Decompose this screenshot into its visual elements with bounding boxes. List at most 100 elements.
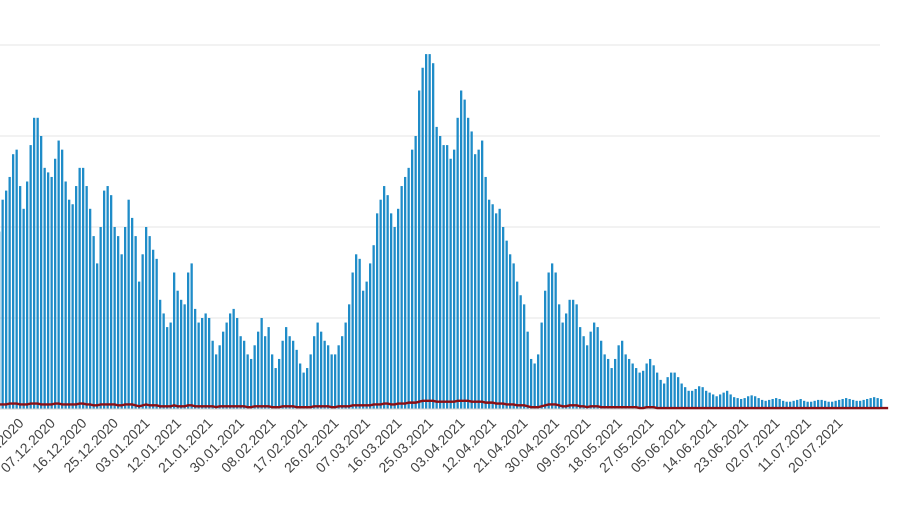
bar — [421, 67, 424, 409]
bar — [127, 199, 130, 409]
bar — [827, 401, 830, 409]
bar — [586, 345, 589, 409]
bar — [386, 195, 389, 409]
bar — [131, 217, 134, 409]
bar — [145, 227, 148, 409]
bar — [40, 136, 43, 409]
bar — [477, 149, 480, 409]
bar — [323, 340, 326, 409]
bar — [253, 345, 256, 409]
bar — [190, 263, 193, 409]
bar — [5, 190, 8, 409]
bar — [691, 390, 694, 409]
bar — [488, 199, 491, 409]
bar — [873, 397, 876, 409]
bar — [36, 117, 39, 410]
bar — [43, 167, 46, 409]
bar — [596, 327, 599, 409]
bar — [845, 398, 848, 409]
bar — [540, 322, 543, 409]
bar — [771, 398, 774, 409]
bar — [211, 340, 214, 409]
bar — [610, 368, 613, 409]
bar — [757, 398, 760, 409]
bar — [110, 195, 113, 409]
bar — [754, 396, 757, 409]
bar — [750, 395, 753, 409]
bar — [33, 117, 36, 410]
bar — [71, 204, 74, 409]
bar — [236, 318, 239, 409]
bar — [61, 149, 64, 409]
bar — [600, 340, 603, 409]
bar — [92, 236, 95, 409]
bar — [785, 401, 788, 409]
bar — [852, 399, 855, 409]
bar — [533, 363, 536, 409]
bar — [673, 372, 676, 409]
bar — [26, 181, 29, 409]
bar — [19, 186, 22, 409]
bar — [414, 136, 417, 409]
bar — [260, 318, 263, 409]
bar — [642, 370, 645, 409]
bar — [803, 400, 806, 409]
bar — [729, 394, 732, 409]
bar — [736, 398, 739, 409]
bar — [614, 358, 617, 409]
bar — [761, 399, 764, 409]
bar — [687, 390, 690, 409]
bar — [243, 340, 246, 409]
bar — [453, 149, 456, 409]
bar — [194, 308, 197, 409]
bar — [474, 154, 477, 409]
bar — [418, 90, 421, 409]
bar — [183, 304, 186, 409]
bar — [407, 167, 410, 409]
bar — [670, 372, 673, 409]
bar — [439, 136, 442, 409]
bar — [726, 390, 729, 409]
bar — [257, 331, 260, 409]
bar — [362, 290, 365, 409]
bar — [302, 372, 305, 409]
bar — [537, 354, 540, 409]
bar — [796, 399, 799, 409]
bar — [334, 354, 337, 409]
bar — [208, 318, 211, 409]
bar — [551, 263, 554, 409]
bar — [309, 354, 312, 409]
bar — [120, 254, 123, 409]
bar — [530, 358, 533, 409]
bar — [866, 398, 869, 409]
bar — [519, 295, 522, 409]
bar — [621, 340, 624, 409]
bar — [733, 397, 736, 409]
bar — [1, 199, 4, 409]
bar — [159, 299, 162, 409]
bar — [204, 313, 207, 409]
bar — [712, 394, 715, 409]
bar — [747, 396, 750, 409]
bar — [561, 322, 564, 409]
bar — [425, 54, 428, 409]
bar — [267, 327, 270, 409]
bar — [859, 400, 862, 409]
bar — [239, 336, 242, 409]
bar — [201, 318, 204, 409]
bar — [162, 313, 165, 409]
bar — [285, 327, 288, 409]
bar — [246, 354, 249, 409]
bar — [656, 372, 659, 409]
bar — [820, 399, 823, 409]
bar — [89, 208, 92, 409]
bar — [740, 398, 743, 409]
bar — [134, 236, 137, 409]
bar — [404, 176, 407, 409]
bar — [645, 363, 648, 409]
bar — [509, 254, 512, 409]
bar — [320, 331, 323, 409]
bar — [617, 345, 620, 409]
bar — [705, 390, 708, 409]
bar — [698, 386, 701, 409]
